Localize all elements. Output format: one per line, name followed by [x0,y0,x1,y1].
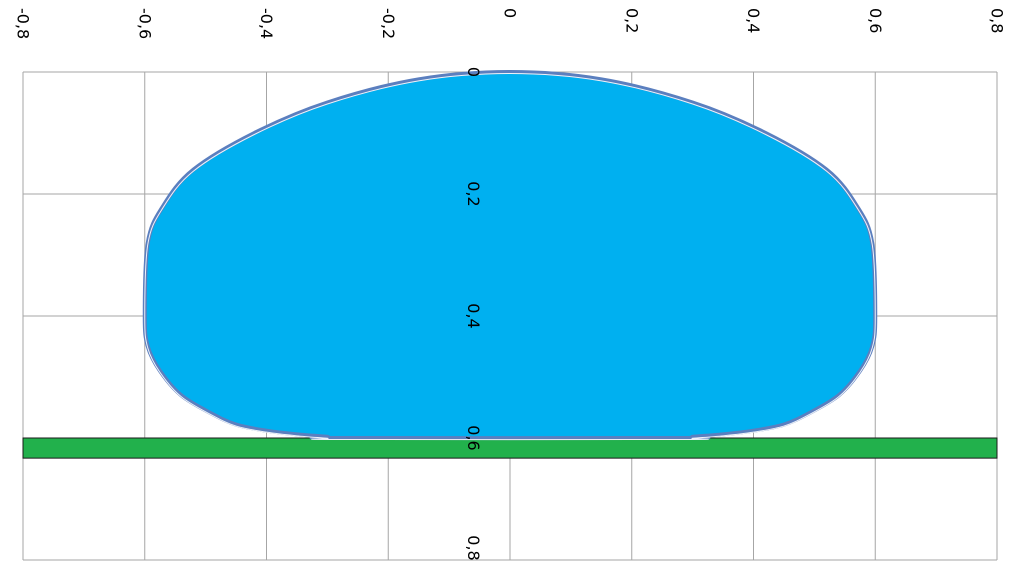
droplet-shape [142,70,878,441]
y-tick-label: 0 [464,67,483,77]
y-tick-label: 0,6 [464,425,483,450]
x-tick-label: -0,6 [135,8,154,39]
y-tick-label: 0,8 [464,535,483,560]
x-tick-label: 0,2 [622,8,641,33]
x-tick-label: -0,8 [14,8,33,39]
droplet-inner-highlight [144,72,876,441]
x-tick-label: -0,2 [379,8,398,39]
x-tick-label: 0,4 [744,8,763,33]
surface-layer [22,437,998,459]
x-tick-label: -0,4 [257,8,276,39]
x-tick-label: 0,8 [988,8,1007,33]
y-tick-label: 0,4 [464,303,483,328]
x-tick-label: 0,6 [866,8,885,33]
x-tick-labels: -0,8 -0,6 -0,4 -0,2 0 0,2 0,4 0,6 0,8 [14,8,1007,39]
y-tick-labels: 0 0,2 0,4 0,6 0,8 [464,67,483,561]
solid-surface [22,437,998,459]
y-tick-label: 0,2 [464,181,483,206]
drop-layer [142,70,878,441]
x-tick-label: 0 [501,8,520,18]
